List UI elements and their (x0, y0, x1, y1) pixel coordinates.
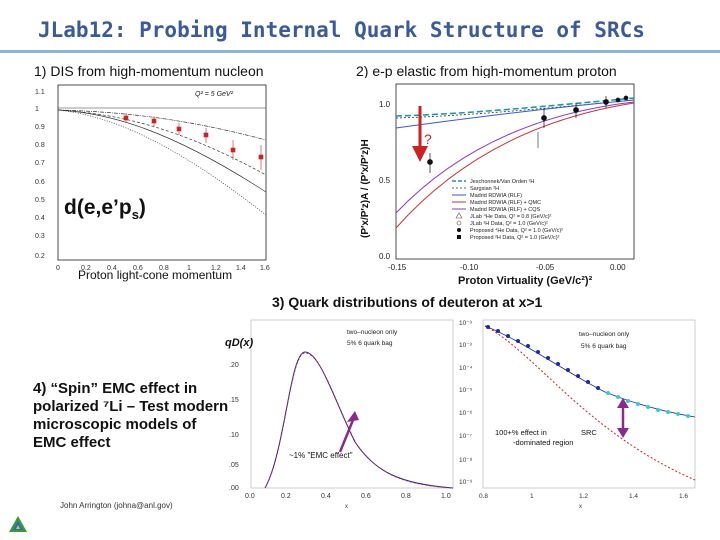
x-tick: 0.4 (321, 493, 331, 500)
panel2-heading: 2) e-p elastic from high-momentum proton (356, 63, 617, 79)
annotation-line: 5% 6 quark bag (581, 343, 627, 350)
polarization-ratio-chart: (P′x/P′z)A / (P′x/P′z)H 1.0 0.5 0.0 ? (360, 83, 635, 287)
panel1-plot: 1.1 1 0.9 0.8 0.7 0.6 0.5 0.4 0.3 0.2 Q²… (30, 80, 270, 275)
x-tick: 1.6 (679, 493, 688, 500)
y-tick: 10⁻³ (459, 320, 473, 327)
y-tick: 10⁻⁸ (459, 457, 473, 464)
y-tick: 1 (35, 106, 39, 113)
x-tick: 0.4 (107, 265, 117, 272)
y-tick: .00 (229, 485, 239, 492)
y-tick: 0.5 (379, 176, 391, 185)
legend-item: JLab ²H Data, Q² = 1.0 (GeV/c)² (470, 221, 548, 227)
legend-item: Jeschonnek/Van Orden ²H (470, 179, 534, 185)
y-tick: 10⁻⁹ (459, 479, 473, 486)
x-tick: 1 (187, 265, 191, 272)
src-label-line: SRC (581, 428, 597, 437)
y-tick: 10⁻⁴ (459, 365, 473, 372)
spin-emc-text: 4) “Spin” EMC effect in polarized ⁷Li – … (33, 380, 229, 451)
y-tick: 0.4 (35, 215, 45, 222)
y-tick: 0.2 (35, 253, 45, 260)
x-tick: -0.05 (536, 263, 555, 272)
y-tick: 0.8 (35, 142, 45, 149)
argonne-logo-icon (8, 515, 28, 533)
panel2-ylabel: (P′x/P′z)A / (P′x/P′z)H (360, 139, 371, 238)
y-tick: 0.5 (35, 197, 45, 204)
x-tick: 1 (530, 493, 534, 500)
right-xlabel: x (579, 504, 582, 510)
x-tick: 0.2 (81, 265, 91, 272)
x-tick: -0.15 (388, 263, 407, 272)
y-tick: 10⁻⁵ (459, 387, 473, 394)
src-label-line: -dominated region (513, 438, 573, 447)
x-tick: 1.6 (260, 265, 270, 272)
x-tick: 0.8 (159, 265, 169, 272)
y-tick: 0.0 (379, 252, 391, 261)
panel1-heading: 1) DIS from high-momentum nucleon (34, 63, 264, 79)
panel2-plot: (P′x/P′z)A / (P′x/P′z)H 1.0 0.5 0.0 ? (348, 78, 648, 288)
legend-item: Madrid RDWIA (RLF) (470, 193, 522, 199)
quark-distribution-linear-chart: qD(x) .20 .15 .10 .05 .00 two–nucleon on… (225, 319, 454, 510)
panel2-xlabel: Proton Virtuality (GeV/c²)² (458, 275, 593, 287)
annotation-line: 5% 6 quark bag (347, 340, 393, 347)
x-tick: 1.2 (579, 493, 588, 500)
y-tick: 10⁻³ (459, 342, 473, 349)
x-tick: 0 (56, 265, 60, 272)
src-arrow-head-down (617, 428, 629, 438)
y-tick: 1.0 (379, 100, 391, 109)
y-tick: 10⁻⁷ (459, 433, 473, 440)
panel3-heading: 3) Quark distributions of deuteron at x>… (272, 294, 543, 310)
x-tick: 1.0 (441, 493, 451, 500)
annotation-line: two–nucleon only (579, 331, 630, 338)
slide-title: JLab12: Probing Internal Quark Structure… (38, 18, 645, 42)
annotation-line: two–nucleon only (347, 329, 398, 336)
left-xlabel: x (345, 504, 348, 510)
legend-item: Madrid RDWIA (RLF) + QMC (470, 200, 541, 206)
y-tick: 0.3 (35, 233, 45, 240)
dis-ratio-chart: 1.1 1 0.9 0.8 0.7 0.6 0.5 0.4 0.3 0.2 Q²… (35, 84, 270, 272)
q2-label: Q² = 5 GeV² (195, 91, 234, 98)
y-tick: .15 (229, 397, 239, 404)
x-tick: 0.6 (133, 265, 143, 272)
x-tick: 1.4 (236, 265, 246, 272)
qd-ylabel: qD(x) (225, 337, 253, 349)
legend-item: Proposed ⁴He Data, Q² = 1.0 (GeV/c)² (470, 227, 563, 234)
y-tick: .20 (229, 362, 239, 369)
quark-distribution-log-chart: 10⁻³ 10⁻³ 10⁻⁴ 10⁻⁵ 10⁻⁶ 10⁻⁷ 10⁻⁸ 10⁻⁹ … (459, 319, 696, 510)
y-tick: 10⁻⁶ (459, 410, 473, 417)
legend-item: Sargsian ²H (470, 186, 499, 192)
title-divider (0, 50, 720, 53)
legend-item: JLab ⁴He Data, Q² = 0.8 (GeV/c)² (470, 213, 552, 220)
src-label-line: 100+% effect in (495, 428, 547, 437)
legend-item: Madrid RDWIA (RLF) + CQS (470, 207, 540, 213)
x-tick: 1.2 (211, 265, 221, 272)
panel3-left-plot: qD(x) .20 .15 .10 .05 .00 two–nucleon on… (225, 312, 457, 510)
y-tick: 0.6 (35, 179, 45, 186)
emc-label: ~1% "EMC effect" (289, 451, 353, 460)
src-arrow-head-up (617, 398, 629, 408)
legend-item: Proposed ²H Data, Q² = 1.0 (GeV/c)² (470, 235, 560, 241)
question-mark: ? (424, 131, 432, 147)
y-tick: .05 (229, 462, 239, 469)
x-tick: 1.4 (629, 493, 638, 500)
panel3-right-plot: 10⁻³ 10⁻³ 10⁻⁴ 10⁻⁵ 10⁻⁶ 10⁻⁷ 10⁻⁸ 10⁻⁹ … (455, 312, 700, 510)
x-tick: 0.8 (479, 493, 488, 500)
emc-arrow-head (347, 411, 359, 422)
y-tick: 0.7 (35, 160, 45, 167)
y-tick: 0.9 (35, 124, 45, 131)
x-tick: 0.8 (401, 493, 411, 500)
footer-credit: John Arrington (johna@anl.gov) (60, 501, 173, 510)
y-tick: 1.1 (35, 89, 45, 96)
reaction-label: d(e,e’ps) (64, 196, 146, 223)
red-arrow-head (412, 146, 428, 162)
x-tick: 0.00 (610, 263, 626, 272)
x-tick: 0.0 (245, 493, 255, 500)
x-tick: -0.10 (460, 263, 479, 272)
panel1-xlabel: Proton light-cone momentum (78, 268, 233, 282)
x-tick: 0.6 (361, 493, 371, 500)
x-tick: 0.2 (281, 493, 291, 500)
y-tick: .10 (229, 432, 239, 439)
emc-arrow (338, 419, 355, 453)
